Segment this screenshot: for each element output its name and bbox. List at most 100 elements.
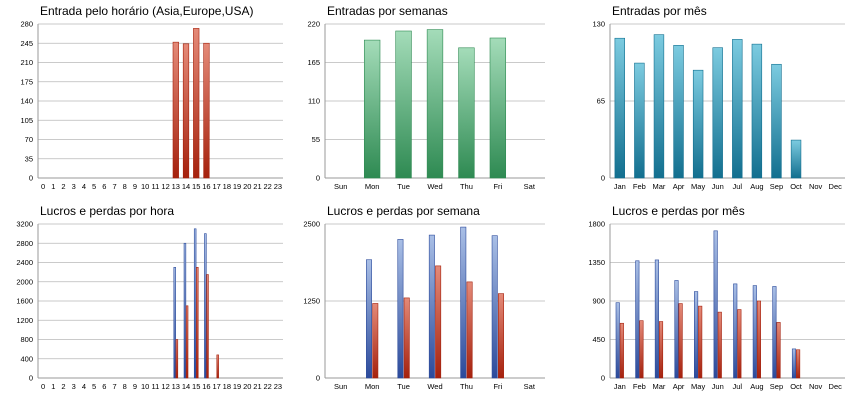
x-tick-label: Apr xyxy=(673,182,685,191)
x-tick-label: 2 xyxy=(61,182,65,191)
x-tick-label: 3 xyxy=(72,182,76,191)
y-tick-label: 0 xyxy=(601,174,605,183)
chart-title: Lucros e perdas por mês xyxy=(612,204,745,218)
chart-title: Lucros e perdas por hora xyxy=(40,204,174,218)
x-tick-label: 20 xyxy=(243,382,251,391)
bar-teal xyxy=(614,37,625,179)
bar-red xyxy=(737,309,742,379)
x-tick-label: 4 xyxy=(82,182,86,191)
x-tick-label: Jun xyxy=(712,182,724,191)
x-tick-label: 21 xyxy=(253,382,261,391)
bar-green xyxy=(426,29,444,179)
x-tick-label: Feb xyxy=(633,182,646,191)
bar-blue xyxy=(460,226,467,379)
bar-red xyxy=(206,274,209,379)
x-tick-label: Nov xyxy=(809,182,823,191)
x-tick-label: 6 xyxy=(102,382,106,391)
bar-blue xyxy=(615,302,620,379)
y-tick-label: 2400 xyxy=(16,258,33,267)
y-tick-label: 210 xyxy=(20,58,33,67)
y-tick-label: 3200 xyxy=(16,220,33,229)
y-tick-label: 55 xyxy=(312,135,320,144)
y-tick-label: 800 xyxy=(20,335,33,344)
y-tick-label: 450 xyxy=(592,335,605,344)
x-tick-label: Tue xyxy=(397,182,410,191)
x-tick-label: Jan xyxy=(614,382,626,391)
y-tick-label: 2800 xyxy=(16,239,33,248)
x-tick-label: 9 xyxy=(133,382,137,391)
x-tick-label: 15 xyxy=(192,382,200,391)
bar-blue xyxy=(733,283,738,379)
bar-red xyxy=(372,303,379,379)
bar-red xyxy=(185,305,189,379)
chart-panel-5: Lucros e perdas por semana 0 1250 2500 Sun Mo… xyxy=(303,204,545,391)
bar-teal xyxy=(634,62,645,179)
bar-blue xyxy=(173,267,176,379)
y-tick-label: 70 xyxy=(25,135,33,144)
x-tick-label: Thu xyxy=(460,182,473,191)
bar-teal xyxy=(712,47,723,179)
bar-teal xyxy=(673,45,684,179)
chart-title: Entradas por semanas xyxy=(327,4,448,18)
bar-blue xyxy=(491,235,498,379)
bar-red xyxy=(435,265,442,379)
bar-green xyxy=(458,47,475,179)
chart-panel-1: Entrada pelo horário (Asia,Europe,USA) 0 3… xyxy=(20,4,283,191)
x-tick-label: 11 xyxy=(151,382,159,391)
x-tick-label: 4 xyxy=(82,382,86,391)
x-tick-label: 13 xyxy=(172,382,180,391)
y-tick-label: 140 xyxy=(20,97,33,106)
bar-red xyxy=(172,41,179,179)
chart-title: Lucros e perdas por semana xyxy=(327,204,480,218)
y-tick-label: 0 xyxy=(29,174,33,183)
bar-blue xyxy=(791,348,797,379)
y-tick-label: 2000 xyxy=(16,277,33,286)
x-tick-label: Fri xyxy=(493,182,502,191)
bar-red xyxy=(196,267,199,379)
x-tick-label: 8 xyxy=(123,182,127,191)
x-tick-label: 18 xyxy=(223,182,231,191)
bar-red xyxy=(717,311,722,379)
x-tick-label: Mon xyxy=(365,182,380,191)
x-tick-label: 16 xyxy=(202,182,210,191)
y-tick-label: 220 xyxy=(307,20,320,29)
x-tick-label: Sat xyxy=(524,182,536,191)
x-tick-label: 23 xyxy=(274,182,282,191)
x-tick-label: 12 xyxy=(161,182,169,191)
x-tick-label: Mon xyxy=(365,382,380,391)
y-tick-label: 1600 xyxy=(16,297,33,306)
bar-red xyxy=(619,322,624,379)
x-tick-label: Thu xyxy=(460,382,473,391)
bar-blue xyxy=(204,233,207,379)
x-tick-label: 11 xyxy=(151,182,159,191)
y-tick-label: 0 xyxy=(316,174,320,183)
x-tick-label: 15 xyxy=(192,182,200,191)
x-tick-label: 10 xyxy=(141,382,149,391)
x-tick-label: 22 xyxy=(264,182,272,191)
x-tick-label: Mar xyxy=(652,382,665,391)
bar-blue xyxy=(772,286,777,379)
x-tick-label: 5 xyxy=(92,182,96,191)
y-tick-label: 2500 xyxy=(303,220,320,229)
x-tick-label: 10 xyxy=(141,182,149,191)
bar-red xyxy=(203,42,210,179)
x-tick-label: May xyxy=(691,182,705,191)
x-tick-label: Sat xyxy=(524,382,536,391)
y-tick-label: 1350 xyxy=(588,258,605,267)
x-tick-label: Apr xyxy=(673,382,685,391)
x-tick-label: Nov xyxy=(809,382,823,391)
x-tick-label: 1 xyxy=(51,182,55,191)
chart-panel-4: Lucros e perdas por hora0400800120016002… xyxy=(16,204,283,391)
bar-red xyxy=(193,28,200,179)
x-tick-label: 8 xyxy=(123,382,127,391)
x-tick-label: 14 xyxy=(182,382,190,391)
bar-red xyxy=(698,305,703,379)
bar-blue xyxy=(635,260,640,379)
bar-blue xyxy=(694,291,699,379)
x-tick-label: 1 xyxy=(51,382,55,391)
chart-panel-6: Lucros e perdas por mês 0 450 900 1350 1800 Ja… xyxy=(588,204,845,391)
y-tick-label: 0 xyxy=(29,374,33,383)
y-tick-label: 35 xyxy=(25,154,33,163)
x-tick-label: 7 xyxy=(112,382,116,391)
bar-blue xyxy=(428,234,435,379)
